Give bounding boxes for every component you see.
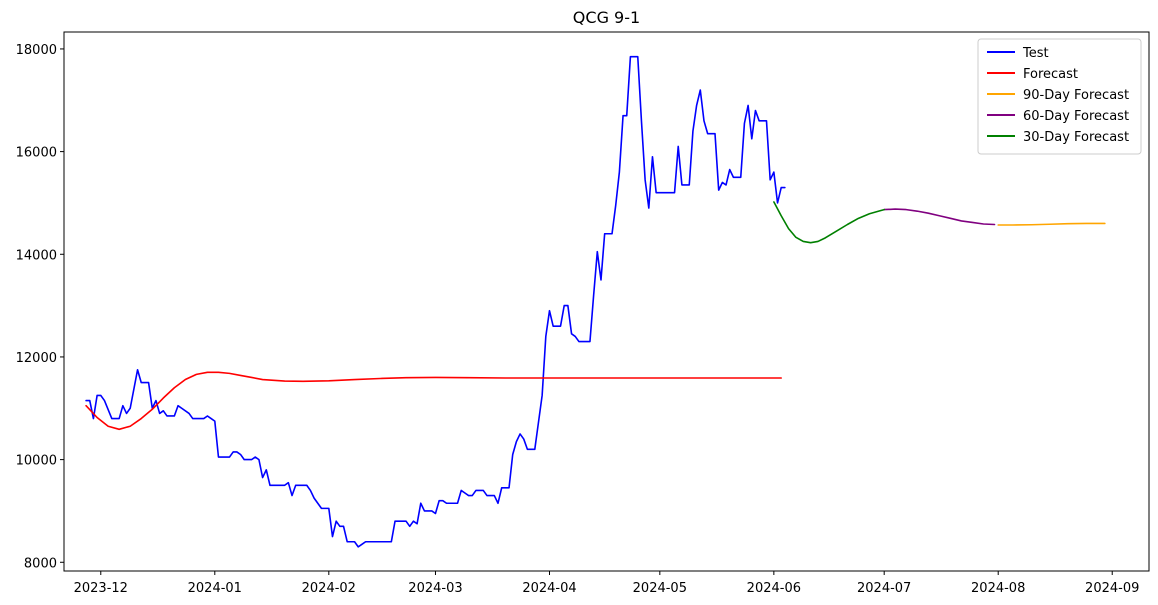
legend-label: Forecast [1023, 67, 1078, 82]
x-tick-label: 2024-07 [857, 581, 911, 596]
legend-box [977, 38, 1142, 155]
series-layer [85, 55, 1106, 548]
legend-label: 30-Day Forecast [1023, 130, 1129, 145]
x-axis: 2023-12 2024-01 2024-02 2024-03 2024-04 2024-… [74, 571, 1139, 596]
legend: Test Forecast 90-Day Forecast 60-Day Foreca… [977, 38, 1142, 155]
series-line-90-day-forecast [997, 222, 1106, 226]
plot-frame [63, 31, 1150, 572]
y-tick-label: 14000 [16, 248, 57, 263]
y-tick-label: 12000 [16, 351, 57, 366]
y-tick-label: 16000 [16, 146, 57, 161]
x-tick-label: 2023-12 [74, 581, 128, 596]
series-line-test [85, 55, 786, 548]
y-tick-label: 8000 [24, 556, 57, 571]
series-line-forecast [85, 371, 782, 431]
chart-title: QCG 9-1 [573, 8, 640, 27]
x-tick-label: 2024-01 [188, 581, 242, 596]
x-tick-label: 2024-08 [971, 581, 1025, 596]
x-tick-label: 2024-09 [1085, 581, 1139, 596]
y-tick-label: 18000 [16, 43, 57, 58]
x-tick-label: 2024-05 [633, 581, 687, 596]
series-line-60-day-forecast [883, 208, 996, 226]
y-axis: 8000 10000 12000 14000 16000 18000 [16, 43, 64, 571]
legend-label: 60-Day Forecast [1023, 109, 1129, 124]
x-tick-label: 2024-02 [302, 581, 356, 596]
x-tick-label: 2024-06 [747, 581, 801, 596]
legend-label: 90-Day Forecast [1023, 88, 1129, 103]
x-tick-label: 2024-04 [522, 581, 576, 596]
y-tick-label: 10000 [16, 454, 57, 469]
x-tick-label: 2024-03 [408, 581, 462, 596]
series-line-30-day-forecast [773, 201, 885, 244]
legend-label: Test [1022, 46, 1049, 61]
